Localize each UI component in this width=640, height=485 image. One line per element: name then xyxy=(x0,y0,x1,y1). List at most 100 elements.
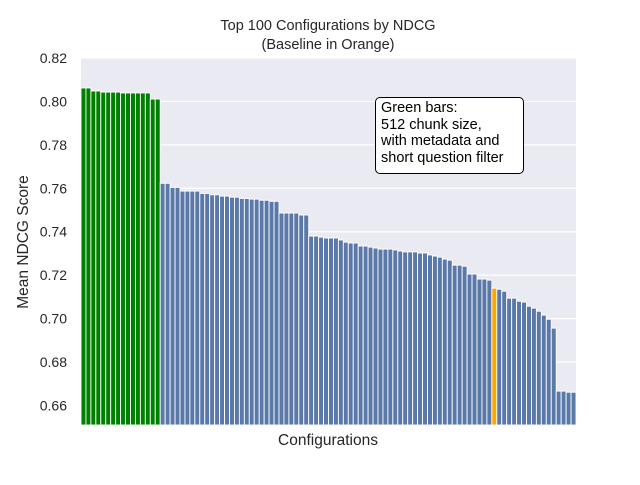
bars xyxy=(80,87,577,426)
bar xyxy=(521,301,527,426)
bar xyxy=(545,318,552,426)
bar xyxy=(263,199,270,426)
bar xyxy=(219,195,226,426)
bar xyxy=(209,194,216,426)
bar xyxy=(164,182,171,426)
bar xyxy=(194,190,201,426)
bar xyxy=(323,237,329,426)
bar xyxy=(278,212,285,426)
bar xyxy=(253,198,260,426)
bar-highlight xyxy=(115,91,122,426)
bar xyxy=(446,259,453,426)
bar xyxy=(367,246,374,426)
annotation-line: short question filter xyxy=(381,149,504,166)
bar xyxy=(352,242,359,426)
bar xyxy=(451,264,458,426)
annotation-line: Green bars: xyxy=(381,100,458,116)
bar xyxy=(372,247,379,426)
bar xyxy=(179,190,186,426)
bar xyxy=(189,190,196,426)
bar xyxy=(229,196,235,426)
bar-highlight xyxy=(120,92,126,426)
green-bars-annotation: Green bars: 512 chunk size, with metadat… xyxy=(375,97,524,174)
bar xyxy=(382,248,389,426)
bar xyxy=(526,305,532,426)
bar xyxy=(224,195,230,426)
bar xyxy=(471,273,478,426)
bar xyxy=(436,256,443,426)
bar xyxy=(432,255,438,426)
bar xyxy=(347,242,354,426)
bar xyxy=(540,314,547,426)
chart-subtitle: (Baseline in Orange) xyxy=(262,37,395,53)
y-tick-label: 0.76 xyxy=(40,180,67,196)
bar xyxy=(377,248,384,426)
y-tick-label: 0.74 xyxy=(40,224,67,240)
y-tick-label: 0.80 xyxy=(40,93,67,109)
bar xyxy=(397,250,404,426)
bar xyxy=(516,300,522,426)
bar xyxy=(486,279,493,426)
bar xyxy=(560,390,567,426)
x-axis-label: Configurations xyxy=(278,432,378,449)
y-axis-label: Mean NDCG Score xyxy=(15,175,32,309)
bar-highlight xyxy=(154,98,161,426)
bar xyxy=(407,251,414,426)
bar-highlight xyxy=(90,90,97,426)
bar xyxy=(303,214,310,426)
bar xyxy=(328,237,334,426)
bar xyxy=(417,252,424,426)
bar xyxy=(313,235,320,426)
bar xyxy=(412,251,419,426)
bar xyxy=(293,212,300,426)
bar xyxy=(456,264,463,426)
bar xyxy=(238,198,245,426)
bar xyxy=(258,199,265,426)
bar xyxy=(387,248,394,426)
bar xyxy=(535,310,542,426)
bar xyxy=(169,186,176,426)
bar xyxy=(466,273,473,426)
bar xyxy=(357,245,364,426)
bar xyxy=(441,258,448,426)
bar-baseline xyxy=(491,287,498,426)
bar xyxy=(233,196,240,426)
bar xyxy=(550,327,557,426)
bar xyxy=(337,239,344,426)
y-tick-label: 0.82 xyxy=(40,50,67,66)
bar-highlight xyxy=(100,91,107,426)
y-tick-label: 0.66 xyxy=(40,397,67,413)
annotation-line: with metadata and xyxy=(381,133,500,150)
bar xyxy=(174,186,181,426)
bar xyxy=(248,198,255,426)
bar xyxy=(342,241,349,426)
bar-highlight xyxy=(130,92,136,426)
bar xyxy=(501,290,508,426)
y-tick-labels: 0.66 0.68 0.70 0.72 0.74 0.76 0.78 0.80 0.82 xyxy=(40,50,67,413)
bar-highlight xyxy=(144,92,151,426)
bar-highlight xyxy=(80,87,87,426)
bar xyxy=(427,254,433,426)
bar xyxy=(214,194,221,426)
bar xyxy=(288,212,295,426)
bar xyxy=(283,212,290,426)
y-tick-label: 0.72 xyxy=(40,267,67,283)
bar xyxy=(506,297,513,426)
bar-highlight xyxy=(105,91,112,426)
bar xyxy=(333,237,339,426)
bar xyxy=(184,190,191,426)
bar xyxy=(531,307,537,426)
bar xyxy=(496,288,503,426)
bar xyxy=(511,297,518,426)
bar-highlight xyxy=(149,98,156,426)
bar xyxy=(273,200,280,426)
bar xyxy=(481,278,488,426)
bar xyxy=(362,245,369,426)
bar xyxy=(298,214,305,426)
bar xyxy=(199,193,206,426)
bar xyxy=(392,249,399,426)
bar xyxy=(308,235,315,426)
bar-highlight xyxy=(139,92,146,426)
bar xyxy=(204,193,211,426)
